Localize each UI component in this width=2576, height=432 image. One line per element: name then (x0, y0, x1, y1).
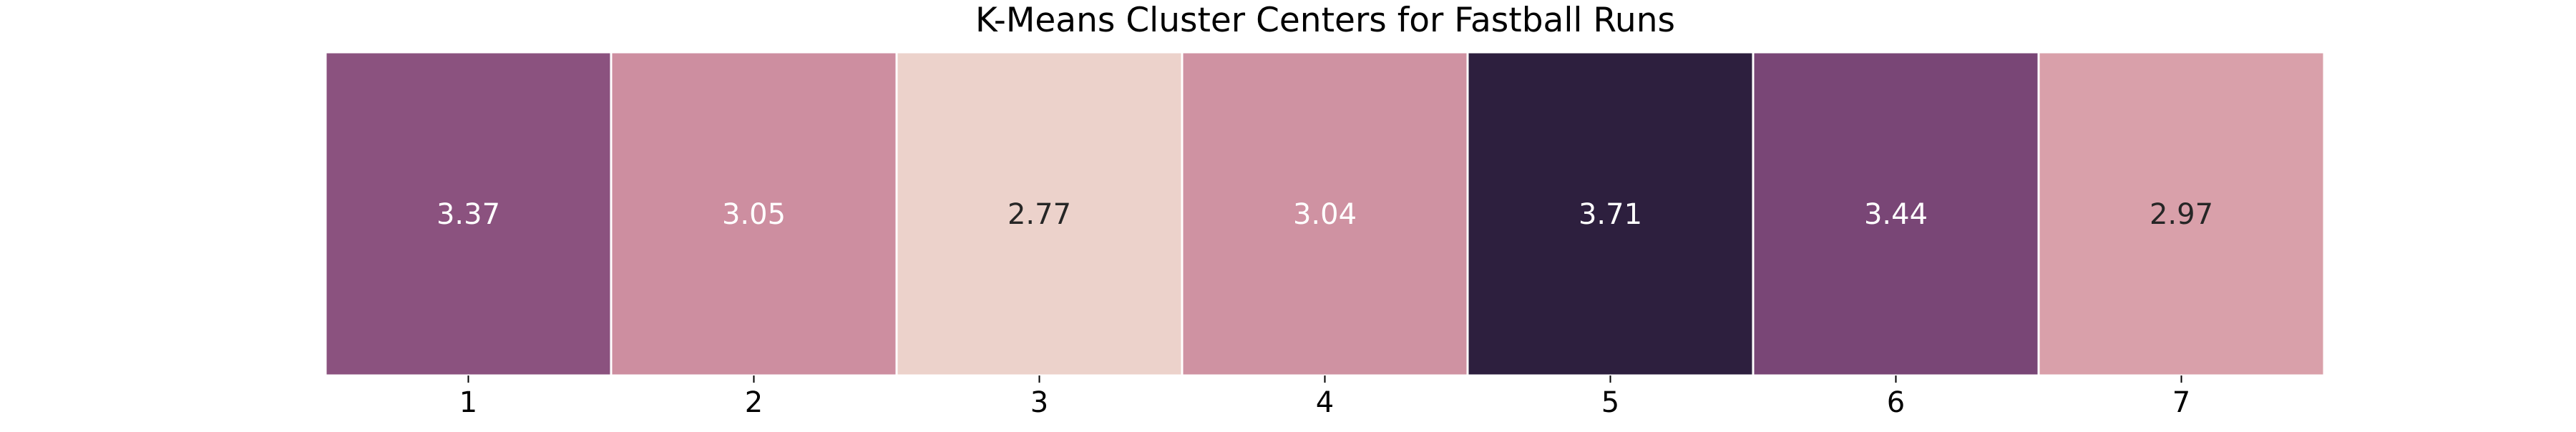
heatmap-cell (1466, 51, 1755, 377)
x-tick-label: 4 (1316, 386, 1334, 419)
heatmap-value-labels: 3.37 3.05 2.77 3.04 3.71 3.44 2.97 (436, 198, 2213, 231)
x-tick-label: 7 (2172, 386, 2190, 419)
x-tick-label: 2 (745, 386, 763, 419)
cell-value-label: 3.04 (1293, 198, 1357, 231)
heatmap-cell (610, 51, 898, 377)
cell-value-label: 3.44 (1864, 198, 1928, 231)
heatmap-cells (324, 51, 2326, 377)
cell-value-label: 2.77 (1008, 198, 1071, 231)
chart-title: K-Means Cluster Centers for Fastball Run… (975, 1, 1675, 40)
x-tick-label: 3 (1030, 386, 1048, 419)
heatmap-cell (324, 51, 613, 377)
heatmap-cell (1752, 51, 2040, 377)
x-tick-label: 5 (1601, 386, 1619, 419)
heatmap-cell (895, 51, 1184, 377)
cell-value-label: 3.37 (436, 198, 500, 231)
cell-value-label: 2.97 (2150, 198, 2213, 231)
x-tick-label: 1 (459, 386, 477, 419)
cell-value-label: 3.71 (1579, 198, 1642, 231)
heatmap-cell (1181, 51, 1469, 377)
x-tick-label: 6 (1887, 386, 1905, 419)
x-axis-ticks: 1 2 3 4 5 6 7 (459, 375, 2190, 419)
cell-value-label: 3.05 (722, 198, 786, 231)
